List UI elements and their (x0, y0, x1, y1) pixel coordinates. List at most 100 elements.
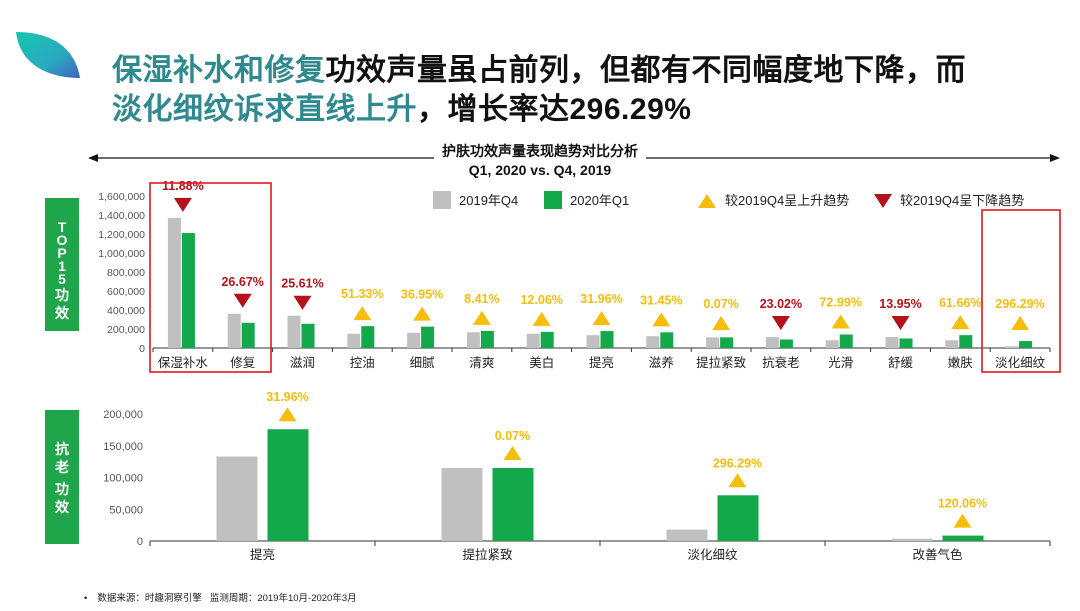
top15-char: 效 (55, 305, 69, 321)
up-trend-icon (951, 315, 970, 330)
anti-char: 功 (55, 481, 69, 497)
chart1-category-label: 滋养 (649, 355, 674, 370)
footnote-period: 监测周期：2019年10月-2020年3月 (209, 593, 357, 604)
legend-up-trend-icon (698, 194, 716, 208)
headline-highlight-1: 保湿补水和修复 (112, 54, 326, 87)
up-trend-icon (652, 312, 671, 327)
chart2-change-label: 296.29% (713, 456, 762, 470)
footnote-bullet: • (84, 593, 88, 604)
headline-rest-2: ，增长率达296.29% (417, 93, 692, 126)
up-trend-icon (278, 407, 297, 422)
subtitle-line-2: Q1, 2020 vs. Q4, 2019 (460, 161, 620, 178)
chart1-bar-2020q1 (899, 338, 913, 348)
legend-swatch-2019q4 (433, 191, 451, 209)
chart1-change-label: 13.95% (879, 297, 921, 311)
down-trend-icon (233, 293, 252, 308)
chart1-bar-2020q1 (720, 337, 734, 348)
chart2-bar-2019q4 (216, 456, 258, 541)
chart1-bar-2020q1 (241, 322, 255, 348)
anti-char: 效 (55, 499, 69, 515)
headline-highlight-2: 淡化细纹诉求直线上升 (112, 93, 417, 126)
chart1-change-label: 51.33% (341, 287, 383, 301)
chart1-category-label: 舒缓 (888, 356, 914, 370)
top15-char: O (56, 232, 68, 248)
down-trend-icon (891, 316, 910, 330)
chart2-bar-2020q1 (492, 467, 534, 541)
chart1-category-label: 提拉紧致 (696, 355, 747, 370)
highlight-box-fine-lines (981, 209, 1061, 373)
up-trend-icon (728, 473, 747, 488)
chart1-bar-2020q1 (1019, 341, 1033, 348)
chart1-bar-2019q4 (287, 315, 301, 348)
chart1-bar-2020q1 (480, 330, 494, 348)
highlight-box-moisturize-repair (149, 182, 272, 373)
up-trend-icon (413, 306, 432, 321)
chart1-ytick-label: 1,400,000 (98, 210, 145, 222)
up-trend-icon (712, 316, 731, 330)
up-trend-icon (953, 513, 972, 528)
chart1-change-label: 31.45% (640, 293, 682, 307)
chart1-bar-2020q1 (779, 339, 793, 348)
down-trend-icon (293, 295, 312, 310)
chart2-change-label: 120.06% (938, 497, 987, 511)
footnote: • 数据来源：时趣洞察引擎 监测周期：2019年10月-2020年3月 (84, 590, 357, 604)
subtitle-line-1: 护肤功效声量表现趋势对比分析 (434, 143, 646, 159)
chart1-bar-2019q4 (526, 333, 540, 348)
top15-char: 5 (58, 271, 66, 287)
chart1-category-label: 嫩肤 (948, 355, 974, 370)
chart1-category-label: 细腻 (410, 356, 436, 370)
chart1-change-label: 296.29% (995, 297, 1044, 311)
chart1-bar-2020q1 (301, 323, 315, 348)
legend-label-up: 较2019Q4呈上升趋势 (725, 193, 849, 208)
chart2-ytick-label: 150,000 (103, 441, 143, 453)
chart1-ytick-label: 1,600,000 (98, 191, 145, 203)
chart2-bar-2019q4 (891, 538, 933, 541)
down-trend-icon (771, 316, 790, 330)
chart1-bar-2019q4 (825, 340, 839, 348)
chart1-ytick-label: 200,000 (107, 324, 145, 336)
up-trend-icon (353, 306, 372, 321)
leaf-logo-icon (16, 32, 80, 78)
legend-label-2019q4: 2019年Q4 (459, 193, 518, 208)
chart1-change-label: 23.02% (760, 297, 802, 311)
chart1-change-label: 36.95% (401, 288, 443, 302)
chart2-bar-2019q4 (441, 467, 483, 541)
chart2-category-label: 改善气色 (912, 547, 963, 562)
chart1-bar-2020q1 (959, 335, 973, 348)
chart1-category-label: 淡化细纹 (995, 356, 1046, 370)
chart1-bar-2019q4 (347, 333, 361, 348)
chart2-change-label: 31.96% (266, 390, 308, 404)
chart1-ytick-label: 400,000 (107, 305, 145, 317)
chart1-bar-2020q1 (839, 334, 853, 348)
chart1-bar-2020q1 (540, 331, 554, 348)
chart2-bar-2020q1 (267, 429, 309, 541)
chart1-change-label: 25.61% (281, 277, 323, 291)
chart1-bar-2019q4 (885, 337, 899, 348)
up-trend-icon (1011, 316, 1030, 330)
chart2-category-label: 提亮 (250, 547, 275, 562)
chart2-ytick-label: 200,000 (103, 409, 143, 421)
chart1-ytick-label: 600,000 (107, 286, 145, 298)
chart1-category-label: 滋润 (290, 355, 315, 370)
chart1-change-label: 12.06% (520, 293, 562, 307)
chart1-bar-2019q4 (167, 217, 181, 348)
down-trend-icon (173, 197, 192, 212)
headline-rest-1: 功效声量虽占前列，但都有不同幅度地下降，而 (325, 54, 966, 87)
chart1-category-label: 抗衰老 (762, 355, 800, 370)
chart1-change-label: 8.41% (464, 292, 499, 306)
chart1-change-label: 72.99% (819, 296, 861, 310)
chart1-category-label: 光滑 (828, 356, 853, 370)
arrow-left-head (88, 154, 98, 162)
chart1-bar-2019q4 (1005, 346, 1019, 348)
chart1-change-label: 26.67% (221, 275, 263, 289)
legend-down-trend-icon (874, 194, 892, 208)
anti-char: 抗 (55, 441, 69, 457)
chart1-category-label: 美白 (529, 355, 554, 370)
legend-swatch-2020q1 (544, 191, 562, 209)
chart2-ytick-label: 50,000 (109, 504, 143, 516)
chart1-category-label: 清爽 (469, 356, 494, 370)
chart1-bar-2019q4 (765, 337, 779, 348)
arrow-right-head (1050, 154, 1060, 162)
chart1-bar-2019q4 (706, 337, 720, 348)
up-trend-icon (831, 314, 850, 329)
